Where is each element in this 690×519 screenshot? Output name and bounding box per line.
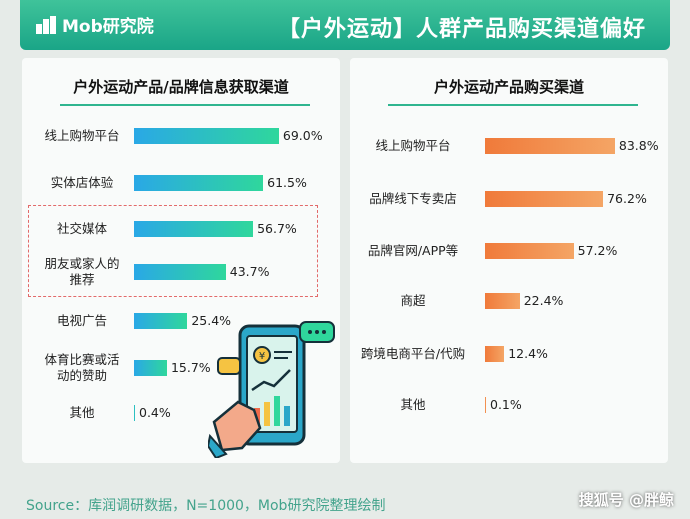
left-chart-row: 实体店体验 61.5% — [22, 171, 340, 195]
right-chart-row: 商超 22.4% — [350, 289, 668, 313]
left-chart-panel: 户外运动产品/品牌信息获取渠道 线上购物平台 69.0% 实体店体验 61.5% 社交媒… — [22, 58, 340, 463]
right-chart-category-label: 线上购物平台 — [375, 138, 451, 153]
right-chart-row: 品牌线下专卖店 76.2% — [350, 187, 668, 211]
left-chart-bar — [134, 313, 188, 329]
right-chart-category-label: 其他 — [400, 397, 426, 412]
right-chart-panel: 户外运动产品购买渠道 线上购物平台 83.8% 品牌线下专卖店 76.2% 品牌官网/A… — [350, 58, 668, 463]
left-chart-value-label: 15.7% — [170, 360, 211, 375]
right-chart-row: 其他 0.1% — [350, 393, 668, 417]
left-chart-value-label: 43.7% — [229, 264, 270, 279]
left-chart-bar — [134, 264, 226, 280]
left-chart-category-label: 社交媒体 — [56, 221, 107, 236]
left-chart-value-label: 56.7% — [257, 221, 297, 236]
right-chart-category-label: 商超 — [400, 293, 426, 308]
left-chart-row: 电视广告 25.4% — [22, 309, 340, 333]
left-chart-row: 线上购物平台 69.0% — [22, 124, 340, 148]
right-chart-bar — [485, 191, 604, 207]
right-chart-value-label: 22.4% — [523, 293, 564, 308]
left-chart-title: 户外运动产品/品牌信息获取渠道 — [73, 78, 289, 96]
left-chart-bar — [134, 128, 279, 144]
right-chart-value-label: 83.8% — [618, 138, 659, 153]
left-chart-value-label: 69.0% — [282, 128, 323, 143]
right-chart-bar — [485, 138, 615, 154]
source-note: Source：库润调研数据，N=1000，Mob研究院整理绘制 — [26, 498, 386, 514]
right-chart-value-label: 12.4% — [508, 346, 548, 361]
right-chart-category-label: 跨境电商平台/代购 — [360, 346, 466, 361]
left-chart-bar — [134, 360, 167, 376]
left-chart-bar — [134, 221, 254, 237]
page-title: 【户外运动】人群产品购买渠道偏好 — [277, 17, 646, 42]
right-chart-bar — [485, 346, 505, 362]
phone-chart-illustration: ¥ — [208, 321, 335, 458]
watermark: 搜狐号 @胖鲸 — [578, 491, 674, 509]
coin-symbol: ¥ — [259, 351, 265, 362]
left-chart-row: 朋友或家人的 推荐 43.7% — [22, 256, 340, 287]
left-chart-value-label: 61.5% — [267, 175, 307, 190]
mob-logo-icon — [36, 15, 56, 34]
right-title-rule — [388, 104, 638, 106]
left-chart-value-label: 0.4% — [139, 405, 171, 420]
left-chart-bar — [134, 405, 135, 421]
highlight-dashed-box — [28, 205, 318, 297]
right-chart-value-label: 76.2% — [607, 191, 647, 206]
left-chart-row: 社交媒体 56.7% — [22, 217, 340, 241]
right-chart-title: 户外运动产品购买渠道 — [433, 78, 584, 96]
right-chart-row: 跨境电商平台/代购 12.4% — [350, 342, 668, 366]
left-chart-value-label: 25.4% — [191, 313, 232, 328]
right-chart-bar — [485, 293, 520, 309]
right-chart-category-label: 品牌线下专卖店 — [369, 191, 457, 206]
left-chart-row: 体育比赛或活 动的赞助 15.7% — [22, 352, 340, 383]
right-chart-value-label: 57.2% — [577, 243, 618, 258]
left-chart-category-label: 其他 — [69, 405, 95, 420]
left-chart-bar — [134, 175, 264, 191]
right-chart-category-label: 品牌官网/APP等 — [367, 243, 459, 258]
left-chart-category-label: 电视广告 — [56, 313, 107, 328]
mob-logo: Mob研究院 — [36, 12, 154, 37]
logo-text: Mob研究院 — [62, 17, 154, 37]
left-chart-row: 其他 0.4% — [22, 401, 340, 425]
left-title-rule — [60, 104, 310, 106]
header-banner: Mob研究院 【户外运动】人群产品购买渠道偏好 — [20, 0, 670, 50]
right-chart-row: 线上购物平台 83.8% — [350, 134, 668, 158]
left-chart-category-label: 朋友或家人的 推荐 — [44, 256, 120, 287]
left-chart-category-label: 体育比赛或活 动的赞助 — [44, 352, 120, 383]
left-chart-category-label: 实体店体验 — [50, 175, 114, 190]
right-chart-bar — [485, 397, 486, 413]
left-chart-category-label: 线上购物平台 — [44, 128, 120, 143]
right-chart-value-label: 0.1% — [490, 397, 522, 412]
right-chart-bar — [485, 243, 574, 259]
right-chart-row: 品牌官网/APP等 57.2% — [350, 239, 668, 263]
